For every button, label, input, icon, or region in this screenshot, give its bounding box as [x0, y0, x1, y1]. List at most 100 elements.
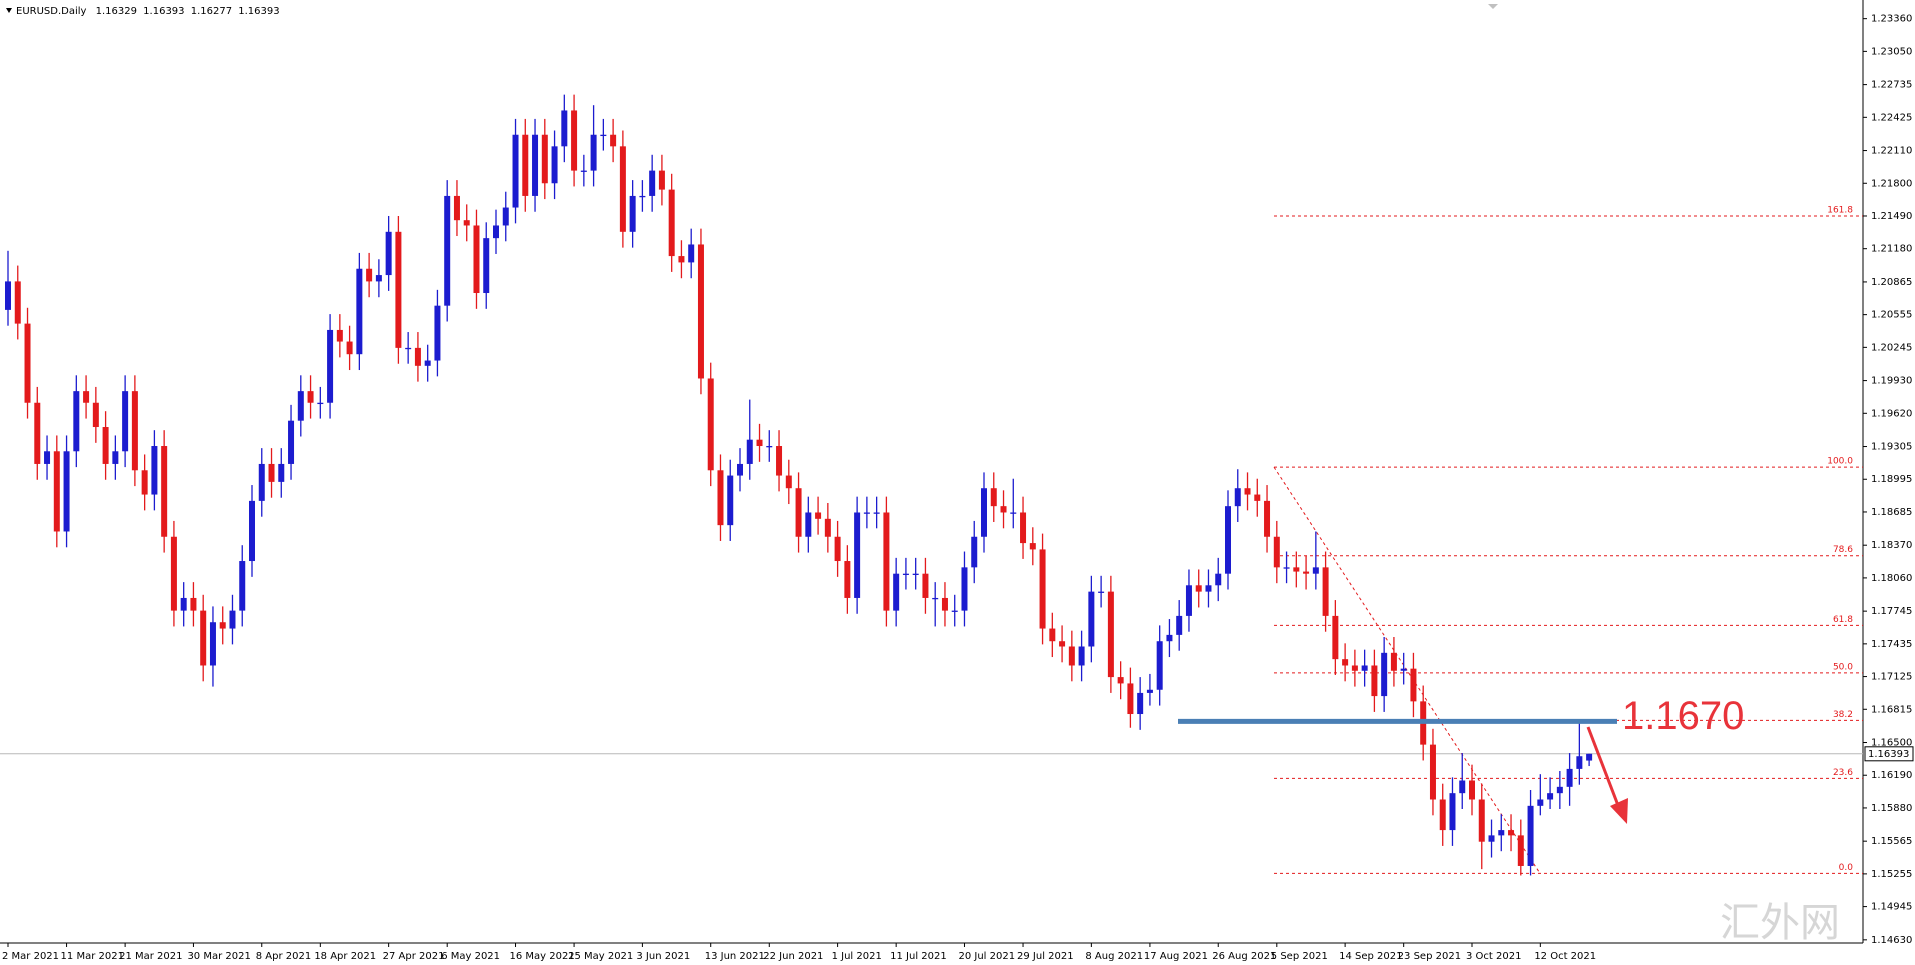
candle-body [854, 512, 861, 598]
watermark: 汇外网 [1720, 900, 1840, 946]
candle-body [1566, 768, 1573, 787]
candle-body [815, 512, 822, 519]
candle-body [1312, 567, 1319, 574]
y-tick-label: 1.21800 [1871, 178, 1912, 189]
candle-body [1381, 652, 1388, 697]
candle-body [1078, 646, 1085, 666]
y-tick-label: 1.18995 [1871, 474, 1912, 485]
y-tick-label: 1.23360 [1871, 14, 1912, 25]
x-tick-label: 26 Aug 2021 [1212, 951, 1276, 962]
y-tick-label: 1.14945 [1871, 902, 1912, 913]
candle-body [571, 110, 578, 171]
candle-body [1410, 668, 1417, 702]
y-tick-label: 1.17125 [1871, 672, 1912, 683]
candle-body [317, 402, 324, 405]
high: 1.16393 [143, 6, 184, 17]
candle-body [1498, 830, 1505, 836]
candle-body [395, 231, 402, 348]
x-tick-label: 8 Aug 2021 [1085, 951, 1143, 962]
candle-body [24, 323, 31, 403]
candle-body [1293, 567, 1300, 572]
candle-body [1195, 585, 1202, 592]
candle-body [629, 195, 636, 232]
x-tick-label: 16 May 2021 [510, 951, 575, 962]
candle-body [600, 134, 607, 137]
y-tick-label: 1.16190 [1871, 770, 1912, 781]
y-tick-label: 1.15255 [1871, 869, 1912, 880]
candle-body [639, 195, 646, 198]
candle-body [385, 231, 392, 276]
candle-body [1117, 677, 1124, 684]
candle-body [53, 451, 60, 532]
fib-label: 23.6 [1833, 768, 1853, 778]
symbol-menu-icon[interactable] [6, 8, 12, 13]
level-annotation: 1.1670 [1622, 694, 1744, 738]
candle-body [1039, 549, 1046, 629]
y-tick-label: 1.18370 [1871, 540, 1912, 551]
y-tick-label: 1.22110 [1871, 146, 1912, 157]
y-tick-label: 1.19930 [1871, 376, 1912, 387]
candle-body [1332, 615, 1339, 660]
y-tick-label: 1.21490 [1871, 211, 1912, 222]
candle-body [288, 420, 295, 464]
fib-label: 100.0 [1827, 457, 1853, 467]
candle-body [863, 512, 870, 514]
candle-body [1371, 665, 1378, 697]
candle-body [912, 573, 919, 575]
candle-body [73, 391, 80, 452]
x-tick-label: 25 May 2021 [568, 951, 633, 962]
candle-body [327, 329, 334, 403]
x-tick-label: 13 Jun 2021 [705, 951, 765, 962]
candle-body [375, 275, 382, 282]
candle-body [44, 451, 51, 464]
candle-body [824, 518, 831, 537]
candle-body [1429, 744, 1436, 800]
candle-body [190, 597, 197, 611]
candle-body [1049, 628, 1056, 642]
y-tick-label: 1.18685 [1871, 507, 1912, 518]
low: 1.16277 [191, 6, 232, 17]
candle-body [249, 500, 255, 562]
candle-body [131, 391, 138, 471]
candle-body [1537, 799, 1544, 806]
candle-body [941, 597, 948, 611]
candle-body [463, 220, 470, 226]
candle-body [1351, 665, 1358, 671]
candle-body [610, 134, 617, 147]
x-tick-label: 6 May 2021 [441, 951, 500, 962]
y-tick-label: 1.22735 [1871, 80, 1912, 91]
candle-body [1234, 488, 1241, 507]
candle-body [688, 244, 695, 263]
candle-body [209, 622, 216, 666]
y-tick-label: 1.22425 [1871, 112, 1912, 123]
candle-body [141, 470, 148, 495]
chart-header: EURUSD.Daily 1.16329 1.16393 1.16277 1.1… [16, 6, 280, 17]
candle-body [922, 573, 929, 598]
fib-label: 78.6 [1833, 545, 1853, 555]
candle-body [893, 573, 900, 611]
fib-label: 0.0 [1839, 863, 1854, 873]
candle-body [1029, 543, 1036, 550]
candle-body [122, 391, 129, 452]
candle-body [1527, 805, 1534, 866]
candle-body [1576, 756, 1583, 769]
open: 1.16329 [96, 6, 137, 17]
candle-body [727, 475, 734, 526]
candle-body [1586, 753, 1593, 761]
x-tick-label: 11 Mar 2021 [61, 951, 124, 962]
candle-body [434, 305, 441, 361]
x-tick-label: 11 Jul 2021 [890, 951, 947, 962]
candle-body [1517, 835, 1524, 866]
y-tick-label: 1.16500 [1871, 738, 1912, 749]
y-tick-label: 1.17435 [1871, 639, 1912, 650]
candle-body [307, 391, 314, 403]
candle-body [1254, 494, 1261, 501]
candle-body [1000, 506, 1007, 513]
candle-body [834, 536, 841, 562]
y-tick-label: 1.16815 [1871, 704, 1912, 715]
candle-body [658, 170, 665, 190]
candle-body [951, 610, 958, 612]
candle-body [590, 134, 597, 171]
candle-body [414, 347, 421, 366]
fib-label: 161.8 [1827, 205, 1853, 215]
